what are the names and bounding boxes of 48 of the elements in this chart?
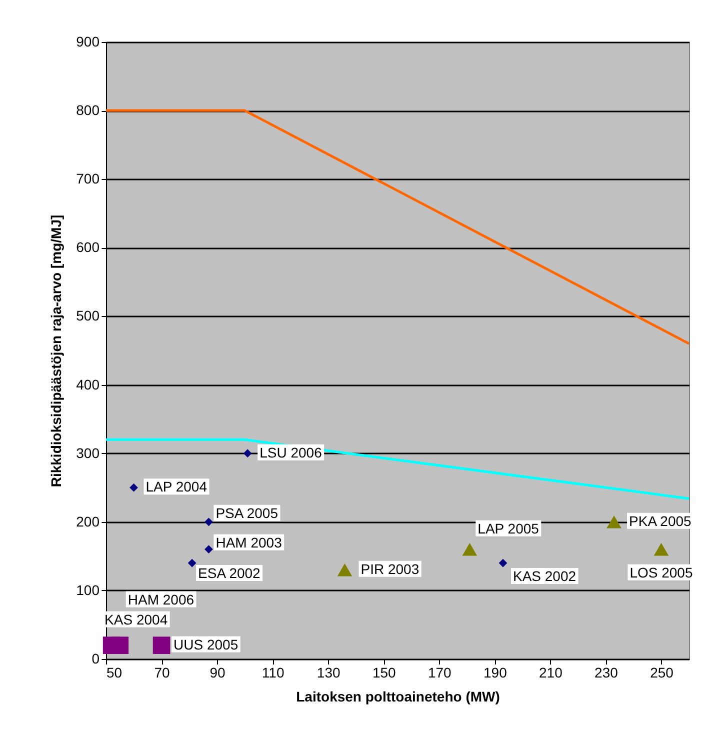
y-tick-label: 100 xyxy=(76,582,100,598)
y-tick-label: 800 xyxy=(76,102,100,118)
point xyxy=(654,542,669,556)
annotation: LAP 2004 xyxy=(146,478,208,495)
x-tick-label: 210 xyxy=(539,664,563,680)
annotation: UUS 2005 xyxy=(174,636,238,652)
x-tick-label: 130 xyxy=(316,664,340,680)
annotation: KAS 2002 xyxy=(512,568,576,584)
point xyxy=(498,558,508,568)
annotation: LOS 2005 xyxy=(630,564,693,580)
annotation: PSA 2005 xyxy=(216,504,278,521)
annotation: PKA 2005 xyxy=(629,512,692,529)
point xyxy=(606,515,622,528)
x-tick-label: 190 xyxy=(483,664,508,680)
y-tick-label: 200 xyxy=(76,513,100,530)
point xyxy=(130,483,138,492)
annotation: HAM 2006 xyxy=(128,591,194,608)
point xyxy=(243,449,252,458)
x-tick-label: 150 xyxy=(372,664,396,680)
x-tick-label: 230 xyxy=(594,664,618,680)
annotation: ESA 2002 xyxy=(198,565,261,582)
x-tick-label: 70 xyxy=(154,664,170,680)
y-tick-label: 0 xyxy=(92,650,100,666)
y-tick-label: 700 xyxy=(76,170,100,187)
x-tick-label: 250 xyxy=(650,664,674,680)
point xyxy=(188,558,196,568)
annotation: KAS 2004 xyxy=(104,611,168,628)
y-tick-label: 400 xyxy=(76,376,100,392)
point xyxy=(337,563,352,576)
x-axis-title: Laitoksen polttoaineteho (MW) xyxy=(296,688,500,704)
y-tick-label: 500 xyxy=(76,308,100,324)
x-tick-label: 110 xyxy=(262,664,284,680)
point xyxy=(204,518,213,526)
point xyxy=(204,545,213,554)
x-tick-label: 50 xyxy=(106,664,122,680)
point xyxy=(111,636,129,654)
point xyxy=(152,636,170,654)
x-tick-label: 90 xyxy=(210,664,226,680)
y-tick-label: 600 xyxy=(76,239,100,256)
annotation: LAP 2005 xyxy=(478,520,540,536)
y-tick-label: 900 xyxy=(76,34,100,50)
y-tick-label: 300 xyxy=(76,444,100,461)
annotation: PIR 2003 xyxy=(360,560,420,577)
point xyxy=(462,542,478,556)
annotation: LSU 2006 xyxy=(260,444,322,460)
annotation: HAM 2003 xyxy=(216,534,282,550)
y-axis-title: Rikkidioksidipäästöjen raja-arvo [mg/MJ] xyxy=(48,214,64,488)
x-tick-label: 170 xyxy=(428,664,452,680)
